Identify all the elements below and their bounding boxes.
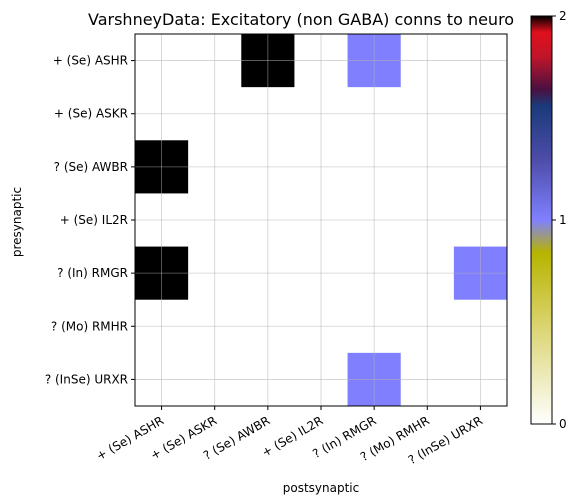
colorbar-tick-label: 1 bbox=[559, 213, 567, 227]
chart-title: VarshneyData: Excitatory (non GABA) conn… bbox=[88, 10, 514, 29]
colorbar-tick-label: 2 bbox=[559, 9, 567, 23]
heatmap-gridlines bbox=[135, 34, 507, 406]
y-tick-label: + (Se) ASHR bbox=[53, 54, 128, 68]
y-axis-ticks: + (Se) ASHR + (Se) ASKR ? (Se) AWBR + (Se) … bbox=[45, 54, 135, 386]
y-tick-label: ? (In) RMGR bbox=[57, 266, 128, 280]
colorbar-ticks: 0 1 2 bbox=[552, 9, 567, 431]
x-axis-label: postsynaptic bbox=[283, 481, 359, 495]
y-axis-label: presynaptic bbox=[10, 187, 24, 257]
y-tick-label: ? (InSe) URXR bbox=[45, 372, 128, 386]
colorbar-tick-label: 0 bbox=[559, 417, 567, 431]
y-tick-label: ? (Mo) RMHR bbox=[51, 319, 128, 333]
y-tick-label: + (Se) ASKR bbox=[54, 107, 128, 121]
y-tick-label: + (Se) IL2R bbox=[60, 213, 128, 227]
colorbar-gradient bbox=[530, 15, 553, 425]
y-tick-label: ? (Se) AWBR bbox=[54, 160, 128, 174]
colorbar: 0 1 2 bbox=[530, 9, 567, 431]
x-axis-ticks: + (Se) ASHR+ (Se) ASKR? (Se) AWBR+ (Se) … bbox=[94, 406, 485, 467]
